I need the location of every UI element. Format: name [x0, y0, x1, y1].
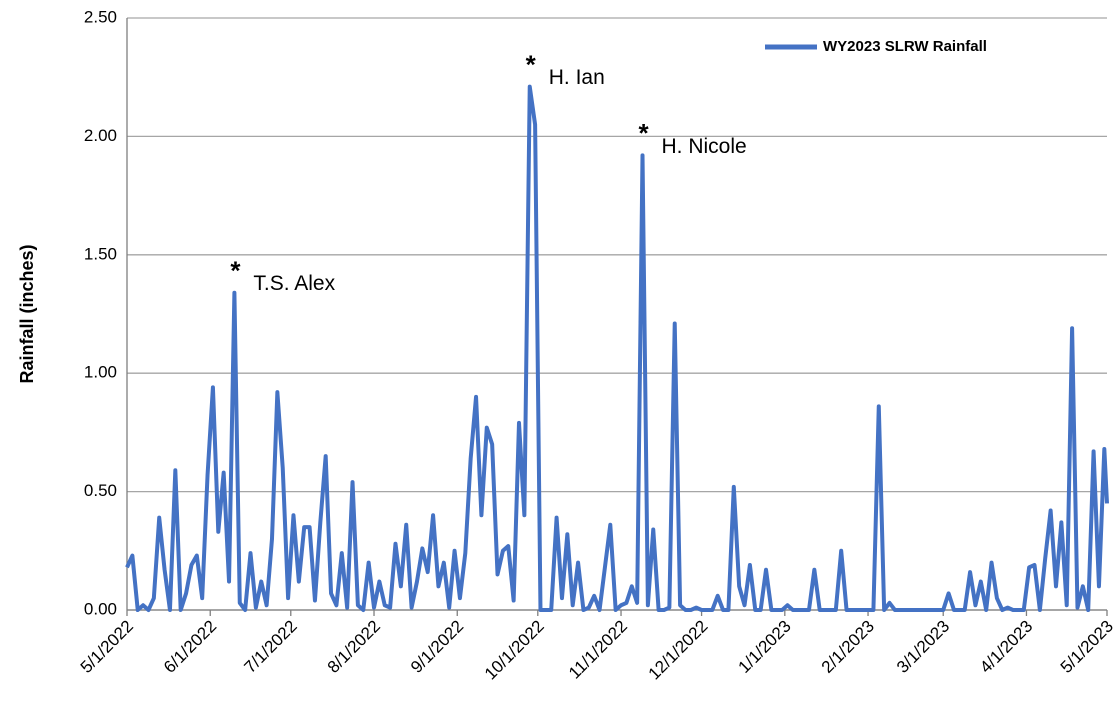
x-tick-label: 7/1/2022: [241, 617, 301, 677]
x-tick-label: 2/1/2023: [818, 617, 878, 677]
x-tick-label: 3/1/2023: [893, 617, 953, 677]
x-tick-label: 6/1/2022: [160, 617, 220, 677]
y-tick-label: 2.00: [84, 126, 117, 145]
annotation-marker: *: [230, 256, 241, 286]
y-tick-label: 2.50: [84, 7, 117, 26]
x-tick-label: 12/1/2022: [645, 617, 712, 684]
y-tick-label: 1.00: [84, 363, 117, 382]
annotation-marker: *: [526, 50, 537, 80]
x-tick-label: 10/1/2022: [481, 617, 548, 684]
data-line: [125, 84, 1109, 612]
x-tick-label: 5/1/2023: [1057, 617, 1113, 677]
y-tick-label: 1.50: [84, 244, 117, 263]
annotation-marker: *: [638, 118, 649, 148]
y-axis-label: Rainfall (inches): [17, 244, 37, 383]
x-tick-label: 11/1/2022: [565, 617, 631, 683]
x-tick-label: 5/1/2022: [77, 617, 137, 677]
legend-label: WY2023 SLRW Rainfall: [823, 38, 987, 55]
annotation-text: H. Nicole: [662, 135, 747, 158]
annotation-text: H. Ian: [549, 66, 605, 89]
x-tick-label: 1/1/2023: [735, 617, 795, 677]
y-tick-label: 0.00: [84, 599, 117, 618]
x-tick-label: 4/1/2023: [976, 617, 1036, 677]
x-tick-label: 9/1/2022: [407, 617, 467, 677]
annotation-text: T.S. Alex: [253, 272, 335, 295]
y-tick-label: 0.50: [84, 481, 117, 500]
x-tick-label: 8/1/2022: [324, 617, 384, 677]
